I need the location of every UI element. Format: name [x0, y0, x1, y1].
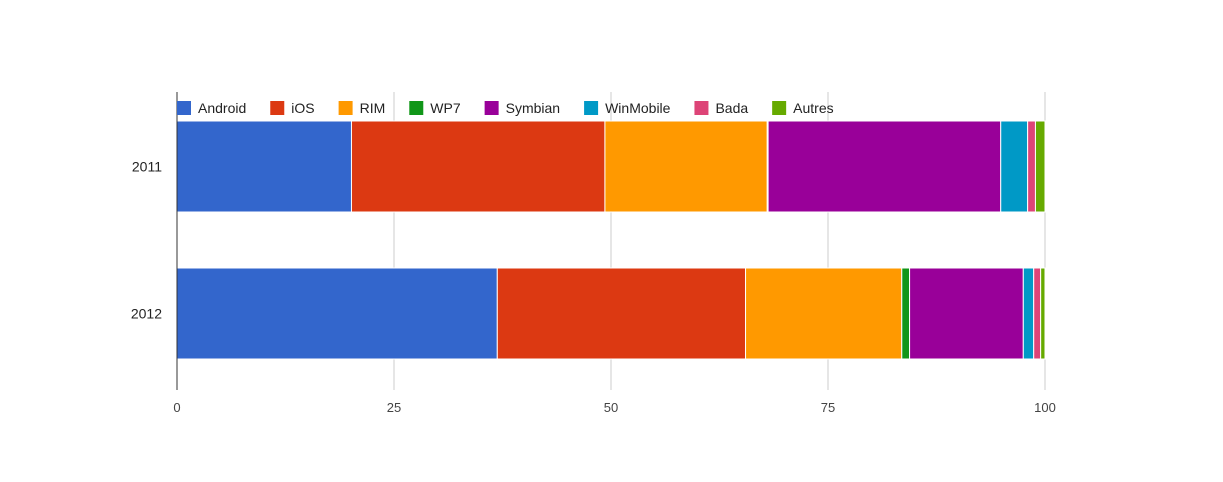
bar-2011-ios[interactable]	[350, 120, 606, 213]
x-tick-label-100: 100	[1034, 400, 1056, 415]
bar-2011-symbian[interactable]	[767, 120, 1002, 213]
legend-item-autres[interactable]: Autres	[772, 100, 834, 116]
x-tick-label-25: 25	[387, 400, 401, 415]
legend-label-ios: iOS	[291, 100, 314, 116]
x-tick-label-75: 75	[821, 400, 835, 415]
bar-2012-autres[interactable]	[1040, 267, 1046, 360]
legend-label-wp7: WP7	[430, 100, 461, 116]
legend-item-winmobile[interactable]: WinMobile	[584, 100, 671, 116]
category-label-2011: 2011	[132, 159, 162, 175]
legend-swatch-wp7	[409, 101, 424, 115]
legend-label-bada: Bada	[715, 100, 748, 116]
legend-swatch-android	[177, 101, 191, 115]
legend-swatch-symbian	[484, 101, 499, 115]
legend-item-android[interactable]: Android	[177, 100, 246, 116]
legend-item-rim[interactable]: RIM	[338, 100, 386, 116]
bar-2012-android[interactable]	[176, 267, 498, 360]
legend-swatch-bada	[694, 101, 709, 115]
legend-label-android: Android	[198, 100, 246, 116]
legend-item-wp7[interactable]: WP7	[409, 100, 461, 116]
legend-item-ios[interactable]: iOS	[270, 100, 315, 116]
bar-2012-winmobile[interactable]	[1022, 267, 1035, 360]
bar-2012-symbian[interactable]	[909, 267, 1024, 360]
legend-item-bada[interactable]: Bada	[694, 100, 748, 116]
legend-label-winmobile: WinMobile	[605, 100, 671, 116]
legend-item-symbian[interactable]: Symbian	[484, 100, 560, 116]
x-axis-tick-labels: 0 25 50 75 100	[173, 400, 1055, 415]
legend-swatch-winmobile	[584, 101, 599, 115]
bar-2012-bada[interactable]	[1033, 267, 1042, 360]
bar-2012-ios[interactable]	[496, 267, 747, 360]
bar-2012-rim[interactable]	[745, 267, 903, 360]
bar-2011-android[interactable]	[176, 120, 352, 213]
bar-2011-rim[interactable]	[604, 120, 768, 213]
bar-2011-autres[interactable]	[1034, 120, 1046, 213]
legend-swatch-rim	[338, 101, 353, 115]
legend-label-autres: Autres	[793, 100, 833, 116]
bar-2012-wp7[interactable]	[901, 267, 911, 360]
x-tick-label-50: 50	[604, 400, 618, 415]
bar-2011-bada[interactable]	[1027, 120, 1036, 213]
category-label-2012: 2012	[131, 306, 162, 322]
bars	[176, 120, 1046, 360]
legend-swatch-ios	[270, 101, 285, 115]
legend[interactable]: Android iOS RIM WP7 Symbian WinMobile Bada Autr…	[177, 100, 834, 116]
legend-label-symbian: Symbian	[506, 100, 560, 116]
legend-swatch-autres	[772, 101, 787, 115]
x-tick-label-0: 0	[173, 400, 180, 415]
bar-2011-winmobile[interactable]	[1000, 120, 1029, 213]
category-labels: 2011 2012	[131, 159, 162, 322]
legend-label-rim: RIM	[360, 100, 386, 116]
